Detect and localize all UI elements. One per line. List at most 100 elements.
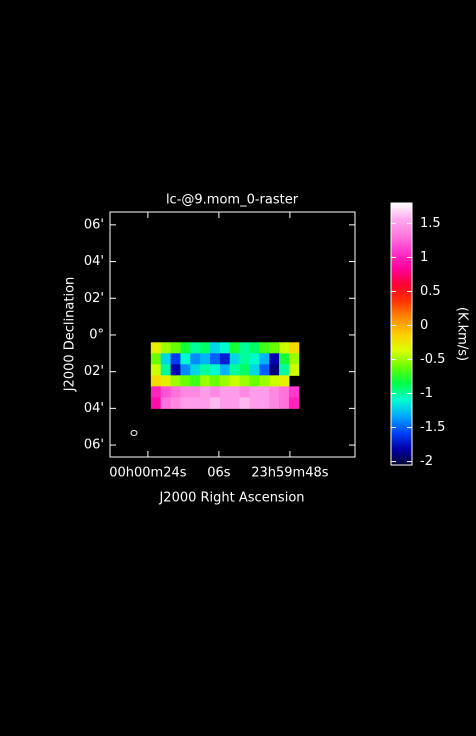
raster-cell bbox=[219, 397, 231, 409]
raster-cell bbox=[249, 342, 260, 354]
x-tick-label: 06s bbox=[207, 466, 231, 481]
y-tick-label: 02' bbox=[84, 291, 104, 306]
raster-cell bbox=[259, 342, 270, 354]
raster-cell bbox=[200, 342, 211, 354]
raster-cell bbox=[219, 342, 231, 354]
raster-cell bbox=[160, 353, 172, 365]
raster-cell bbox=[249, 386, 260, 398]
raster-cell bbox=[160, 375, 172, 387]
raster-cell bbox=[239, 397, 250, 409]
raster-cell bbox=[180, 364, 191, 376]
raster-cell bbox=[239, 353, 250, 365]
beam bbox=[130, 430, 138, 436]
raster-cell bbox=[150, 375, 162, 387]
raster-cell bbox=[190, 397, 201, 409]
raster-cell bbox=[150, 364, 162, 376]
raster-cell bbox=[160, 364, 172, 376]
raster-cell bbox=[210, 397, 221, 409]
raster-cell bbox=[229, 342, 241, 354]
raster-cell bbox=[229, 353, 241, 365]
raster-cell bbox=[279, 364, 290, 376]
raster-cell bbox=[269, 397, 280, 409]
x-axis-label: J2000 Right Ascension bbox=[158, 491, 304, 506]
raster-cell bbox=[279, 342, 290, 354]
y-tick-label: 0° bbox=[89, 327, 104, 342]
raster-cell bbox=[219, 375, 231, 387]
raster-cell bbox=[259, 353, 270, 365]
raster-cell bbox=[269, 386, 280, 398]
raster-cell bbox=[249, 364, 260, 376]
raster-cell bbox=[269, 364, 280, 376]
raster-cell bbox=[210, 375, 221, 387]
raster-cell bbox=[170, 386, 181, 398]
raster-cell bbox=[150, 342, 162, 354]
raster-cell bbox=[249, 397, 260, 409]
raster-cell bbox=[219, 364, 231, 376]
colorbar-tick-label: -1 bbox=[420, 386, 433, 401]
raster-cell bbox=[180, 386, 191, 398]
y-tick-label: 02' bbox=[84, 364, 104, 379]
raster-cell bbox=[170, 375, 181, 387]
raster-cell bbox=[259, 364, 270, 376]
raster-cell bbox=[150, 386, 162, 398]
raster-cell bbox=[269, 375, 280, 387]
colorbar-tick-label: -0.5 bbox=[420, 352, 445, 367]
raster-cell bbox=[200, 364, 211, 376]
x-tick-label: 23h59m48s bbox=[251, 466, 329, 481]
raster-cell bbox=[200, 386, 211, 398]
raster-cell bbox=[210, 364, 221, 376]
raster-cell bbox=[249, 375, 260, 387]
raster-cell bbox=[239, 342, 250, 354]
raster-cell bbox=[190, 375, 201, 387]
raster-cell bbox=[239, 386, 250, 398]
raster-cell bbox=[288, 342, 300, 354]
raster-cell bbox=[269, 353, 280, 365]
raster-cell bbox=[190, 342, 201, 354]
raster-cell bbox=[229, 397, 241, 409]
raster-cell bbox=[200, 375, 211, 387]
raster-cell bbox=[180, 342, 191, 354]
colorbar-tick-label: 1.5 bbox=[420, 216, 441, 231]
colorbar bbox=[390, 202, 413, 466]
raster-cell bbox=[219, 386, 231, 398]
raster-cell bbox=[150, 397, 162, 409]
y-tick-label: 04' bbox=[84, 254, 104, 269]
y-tick-label: 04' bbox=[84, 401, 104, 416]
y-tick-label: 06' bbox=[84, 438, 104, 453]
colorbar-tick-label: 1 bbox=[420, 250, 428, 265]
raster-cell bbox=[239, 375, 250, 387]
raster-cell bbox=[249, 353, 260, 365]
raster-cell bbox=[279, 353, 290, 365]
raster-cell bbox=[239, 364, 250, 376]
colorbar-label: (K.km/s) bbox=[455, 307, 470, 361]
raster-cell bbox=[160, 386, 172, 398]
raster-cell bbox=[229, 364, 241, 376]
y-tick-label: 06' bbox=[84, 217, 104, 232]
raster-cell bbox=[210, 353, 221, 365]
raster-cell bbox=[229, 386, 241, 398]
raster-cell bbox=[190, 386, 201, 398]
raster-cell bbox=[259, 397, 270, 409]
raster-cell bbox=[259, 386, 270, 398]
raster-cell bbox=[210, 342, 221, 354]
colorbar-tick-label: 0 bbox=[420, 318, 428, 333]
raster-cell bbox=[200, 353, 211, 365]
raster-cell bbox=[229, 375, 241, 387]
raster-cell bbox=[180, 353, 191, 365]
raster-cell bbox=[160, 342, 172, 354]
x-tick-label: 00h00m24s bbox=[109, 466, 187, 481]
raster-cell bbox=[259, 375, 270, 387]
raster-cell bbox=[200, 397, 211, 409]
raster-cell bbox=[279, 386, 290, 398]
raster-cell bbox=[279, 375, 290, 387]
raster-cell bbox=[288, 353, 300, 365]
raster-cell bbox=[210, 386, 221, 398]
colorbar-tick-label: -2 bbox=[420, 454, 433, 469]
raster-cell bbox=[190, 364, 201, 376]
raster-cell bbox=[190, 353, 201, 365]
raster bbox=[150, 342, 300, 409]
raster-cell bbox=[180, 375, 191, 387]
y-axis-label: J2000 Declination bbox=[63, 277, 78, 393]
raster-cell bbox=[170, 353, 181, 365]
raster-cell bbox=[160, 397, 172, 409]
